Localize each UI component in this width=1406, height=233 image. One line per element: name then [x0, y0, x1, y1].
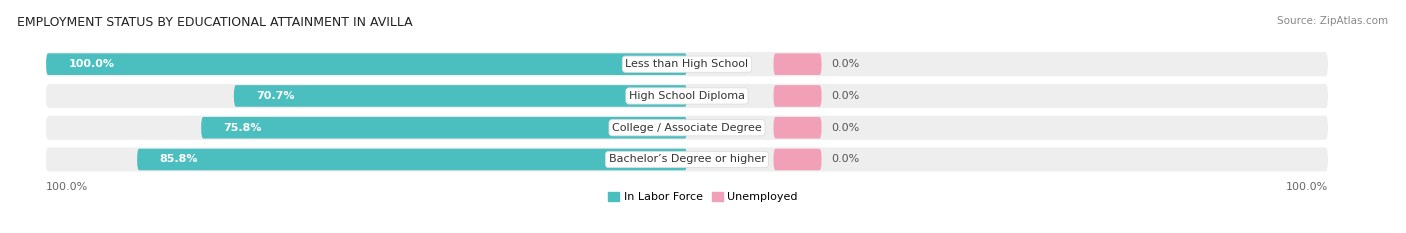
Text: 100.0%: 100.0%	[1285, 182, 1327, 192]
FancyBboxPatch shape	[773, 149, 821, 170]
FancyBboxPatch shape	[773, 53, 821, 75]
Text: Source: ZipAtlas.com: Source: ZipAtlas.com	[1277, 16, 1388, 26]
Text: 0.0%: 0.0%	[831, 154, 859, 164]
FancyBboxPatch shape	[773, 85, 821, 107]
Text: 70.7%: 70.7%	[256, 91, 295, 101]
Text: 75.8%: 75.8%	[224, 123, 262, 133]
FancyBboxPatch shape	[233, 85, 688, 107]
Text: Less than High School: Less than High School	[626, 59, 748, 69]
Text: Bachelor’s Degree or higher: Bachelor’s Degree or higher	[609, 154, 765, 164]
FancyBboxPatch shape	[201, 117, 688, 139]
Text: 100.0%: 100.0%	[46, 182, 89, 192]
FancyBboxPatch shape	[46, 52, 1327, 76]
Text: 85.8%: 85.8%	[159, 154, 198, 164]
Text: 0.0%: 0.0%	[831, 123, 859, 133]
FancyBboxPatch shape	[46, 84, 1327, 108]
Text: 0.0%: 0.0%	[831, 59, 859, 69]
FancyBboxPatch shape	[138, 149, 688, 170]
Legend: In Labor Force, Unemployed: In Labor Force, Unemployed	[603, 188, 803, 207]
FancyBboxPatch shape	[773, 117, 821, 139]
Text: 100.0%: 100.0%	[69, 59, 114, 69]
FancyBboxPatch shape	[46, 53, 688, 75]
Text: College / Associate Degree: College / Associate Degree	[612, 123, 762, 133]
FancyBboxPatch shape	[46, 116, 1327, 140]
Text: High School Diploma: High School Diploma	[628, 91, 745, 101]
Text: 0.0%: 0.0%	[831, 91, 859, 101]
Text: EMPLOYMENT STATUS BY EDUCATIONAL ATTAINMENT IN AVILLA: EMPLOYMENT STATUS BY EDUCATIONAL ATTAINM…	[17, 16, 412, 29]
FancyBboxPatch shape	[46, 147, 1327, 171]
